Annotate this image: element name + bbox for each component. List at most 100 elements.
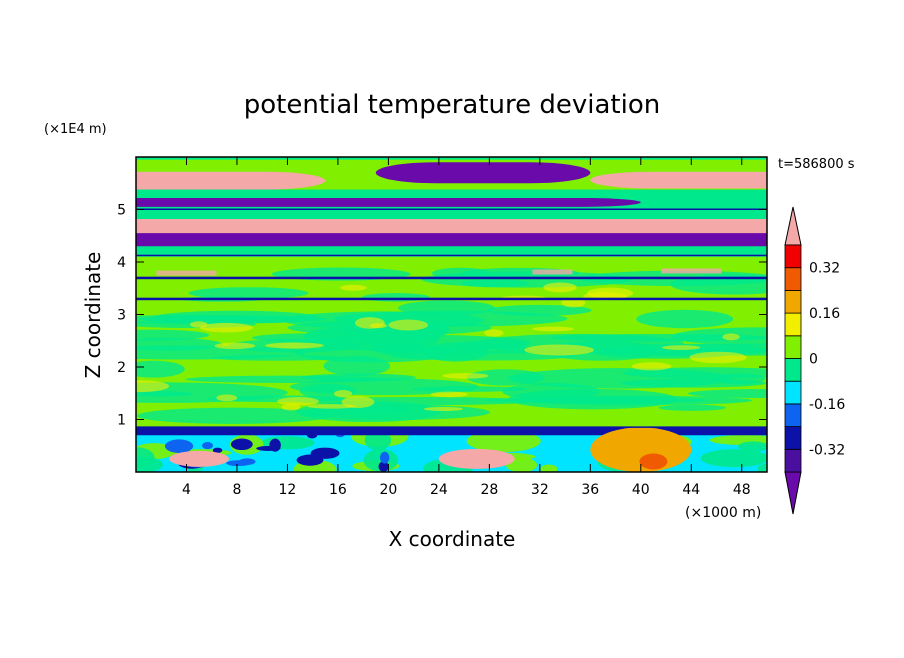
contour-patch <box>156 270 217 276</box>
contour-patch <box>687 389 767 399</box>
contour-patch <box>164 439 194 453</box>
contour-patch <box>636 309 734 329</box>
contour-patch <box>411 386 527 392</box>
contour-patch <box>212 354 342 361</box>
contour-patch <box>136 360 185 378</box>
colorbar: -0.32 -0.16 0 0.16 0.32 <box>784 206 845 515</box>
x-tick-label: 44 <box>682 482 700 498</box>
contour-patch <box>265 342 325 349</box>
contour-patch <box>212 447 223 453</box>
y-axis-label: Z coordinate <box>81 252 105 379</box>
x-unit-label: (×1000 m) <box>685 505 761 521</box>
x-tick-label: 28 <box>480 482 498 498</box>
contour-patch <box>639 453 668 470</box>
contour-patch <box>737 441 767 452</box>
contour-patch <box>757 463 767 472</box>
contour-patch <box>188 287 309 300</box>
contour-patch <box>661 345 701 350</box>
x-axis-ticks: 4 8 12 16 20 24 28 32 36 40 44 48 <box>182 157 751 498</box>
contour-patch <box>169 450 230 467</box>
colorbar-segment <box>784 380 802 405</box>
contour-patch <box>251 333 373 343</box>
contour-patch <box>430 391 468 398</box>
contour-patch <box>388 319 429 331</box>
x-tick-label: 40 <box>632 482 650 498</box>
contour-patch <box>136 407 331 424</box>
contour-patch <box>216 394 238 402</box>
time-label: t=586800 s <box>778 157 855 172</box>
contour-patch <box>722 333 740 341</box>
contour-band <box>136 276 767 280</box>
x-tick-label: 8 <box>232 482 241 498</box>
x-tick-label: 20 <box>379 482 397 498</box>
contour-patch <box>362 293 430 302</box>
y-tick-label: 1 <box>117 413 126 429</box>
contour-patch <box>442 373 489 379</box>
contour-patch <box>230 438 253 451</box>
colorbar-segment <box>784 312 802 337</box>
contour-patch <box>671 327 767 346</box>
contour-patch <box>423 406 464 411</box>
contour-patch <box>200 322 253 333</box>
contour-patch <box>505 457 538 472</box>
colorbar-segment <box>784 244 802 269</box>
contour-band <box>136 297 767 301</box>
contour-patch <box>623 367 767 379</box>
x-tick-label: 36 <box>581 482 599 498</box>
contour-patch <box>281 403 301 411</box>
contour-patch <box>524 344 594 356</box>
colorbar-segment <box>784 267 802 291</box>
contour-patch <box>586 287 634 299</box>
contour-band <box>136 427 767 436</box>
contour-band <box>136 233 767 247</box>
chart-title: potential temperature deviation <box>244 90 660 120</box>
contour-patch <box>202 442 213 450</box>
contour-patch <box>339 284 367 291</box>
x-tick-label: 48 <box>733 482 751 498</box>
x-tick-label: 12 <box>279 482 297 498</box>
colorbar-segment <box>784 358 802 382</box>
contour-patch <box>333 389 353 398</box>
x-tick-label: 16 <box>329 482 347 498</box>
y-tick-label: 2 <box>117 360 126 376</box>
contour-line <box>136 254 767 257</box>
colorbar-label: 0 <box>809 352 818 368</box>
colorbar-segment <box>784 403 802 427</box>
contour-patch <box>256 445 281 451</box>
x-axis-label: X coordinate <box>389 527 516 551</box>
contour-patch <box>379 451 390 464</box>
contour-patch <box>136 329 210 341</box>
contour-patch <box>136 380 170 393</box>
x-tick-label: 4 <box>182 482 191 498</box>
contour-patch <box>543 282 577 293</box>
contour-patch <box>139 315 327 324</box>
colorbar-label: -0.32 <box>809 442 845 458</box>
x-tick-label: 32 <box>531 482 549 498</box>
contour-patch <box>631 362 672 371</box>
x-tick-label: 24 <box>430 482 448 498</box>
contour-patch <box>508 388 678 410</box>
contour-patch <box>661 268 722 274</box>
contour-patch <box>689 351 747 364</box>
contour-patch <box>300 373 417 382</box>
colorbar-extend-top <box>784 206 802 246</box>
contour-patch <box>277 397 319 406</box>
contour-band <box>375 162 591 184</box>
colorbar-segment <box>784 426 802 450</box>
contour-patch <box>310 447 340 459</box>
y-axis-ticks: 1 2 3 4 5 <box>117 203 767 429</box>
y-tick-label: 5 <box>117 203 126 219</box>
contour-patch <box>532 269 573 275</box>
contour-patch <box>307 404 356 409</box>
colorbar-extend-bottom <box>784 471 802 515</box>
y-tick-label: 3 <box>117 308 126 324</box>
contour-band <box>136 197 641 207</box>
contour-patch <box>484 329 504 337</box>
colorbar-segment <box>784 289 802 314</box>
contour-patch <box>658 404 726 411</box>
contour-patch <box>378 461 389 472</box>
colorbar-segment <box>784 335 802 359</box>
y-unit-label: (×1E4 m) <box>44 122 107 137</box>
colorbar-label: -0.16 <box>809 397 845 413</box>
contour-patch <box>670 274 767 295</box>
